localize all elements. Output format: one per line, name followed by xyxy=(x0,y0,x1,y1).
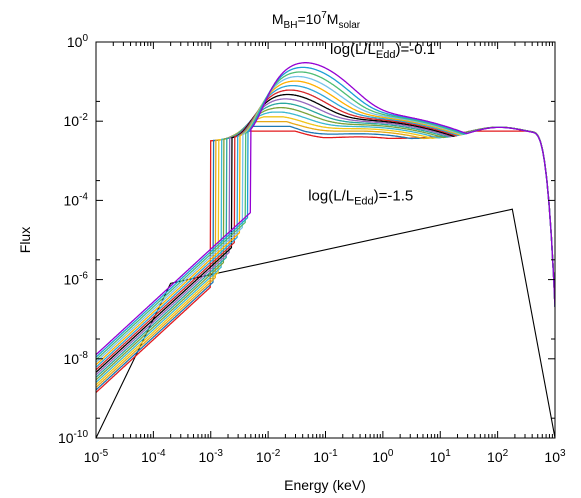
x-tick-label: 10-5 xyxy=(84,448,109,465)
spectrum-series-line xyxy=(96,120,555,388)
spectrum-series-line xyxy=(96,116,555,386)
x-tick-label: 103 xyxy=(544,448,566,465)
y-tick-label: 10-2 xyxy=(64,112,89,129)
spectrum-series-line xyxy=(96,102,555,378)
y-tick-label: 10-8 xyxy=(64,350,89,367)
spectrum-series-line xyxy=(96,62,555,356)
luminosity-annotation: log(L/LEdd)=-1.5 xyxy=(308,187,413,207)
luminosity-annotation: log(L/LEdd)=-0.1 xyxy=(330,41,435,61)
x-tick-label: 100 xyxy=(372,448,394,465)
x-axis: 10-5 10-4 10-3 10-2 10-1 100 101 102 103 xyxy=(84,42,566,465)
spectrum-series-line xyxy=(96,125,555,391)
x-tick-label: 102 xyxy=(487,448,509,465)
spectrum-series-line xyxy=(96,89,555,371)
spectrum-series-line xyxy=(96,130,555,393)
spectrum-series-line xyxy=(96,98,555,376)
y-tick-label: 10-10 xyxy=(58,429,88,446)
reference-line xyxy=(96,208,555,438)
x-tick-label: 101 xyxy=(430,448,452,465)
x-axis-title: Energy (keV) xyxy=(284,477,366,493)
y-tick-label: 100 xyxy=(67,33,89,50)
y-tick-label: 10-4 xyxy=(64,191,89,208)
y-tick-label: 10-6 xyxy=(64,271,89,288)
spectrum-series-line xyxy=(96,106,555,381)
y-axis-title: Flux xyxy=(17,227,33,253)
x-tick-label: 10-1 xyxy=(313,448,338,465)
annotations: log(L/LEdd)=-0.1 log(L/LEdd)=-1.5 xyxy=(308,41,435,207)
spectrum-series-line xyxy=(96,111,555,383)
spectrum-series-line xyxy=(96,93,555,373)
chart-title: MBH=107Msolar xyxy=(272,10,361,31)
x-tick-label: 10-2 xyxy=(256,448,281,465)
x-tick-label: 10-3 xyxy=(199,448,224,465)
y-axis: 10-10 10-8 10-6 10-4 10-2 100 xyxy=(58,33,555,446)
plot-frame xyxy=(95,41,556,439)
x-tick-label: 10-4 xyxy=(141,448,166,465)
plot-area xyxy=(96,62,555,438)
